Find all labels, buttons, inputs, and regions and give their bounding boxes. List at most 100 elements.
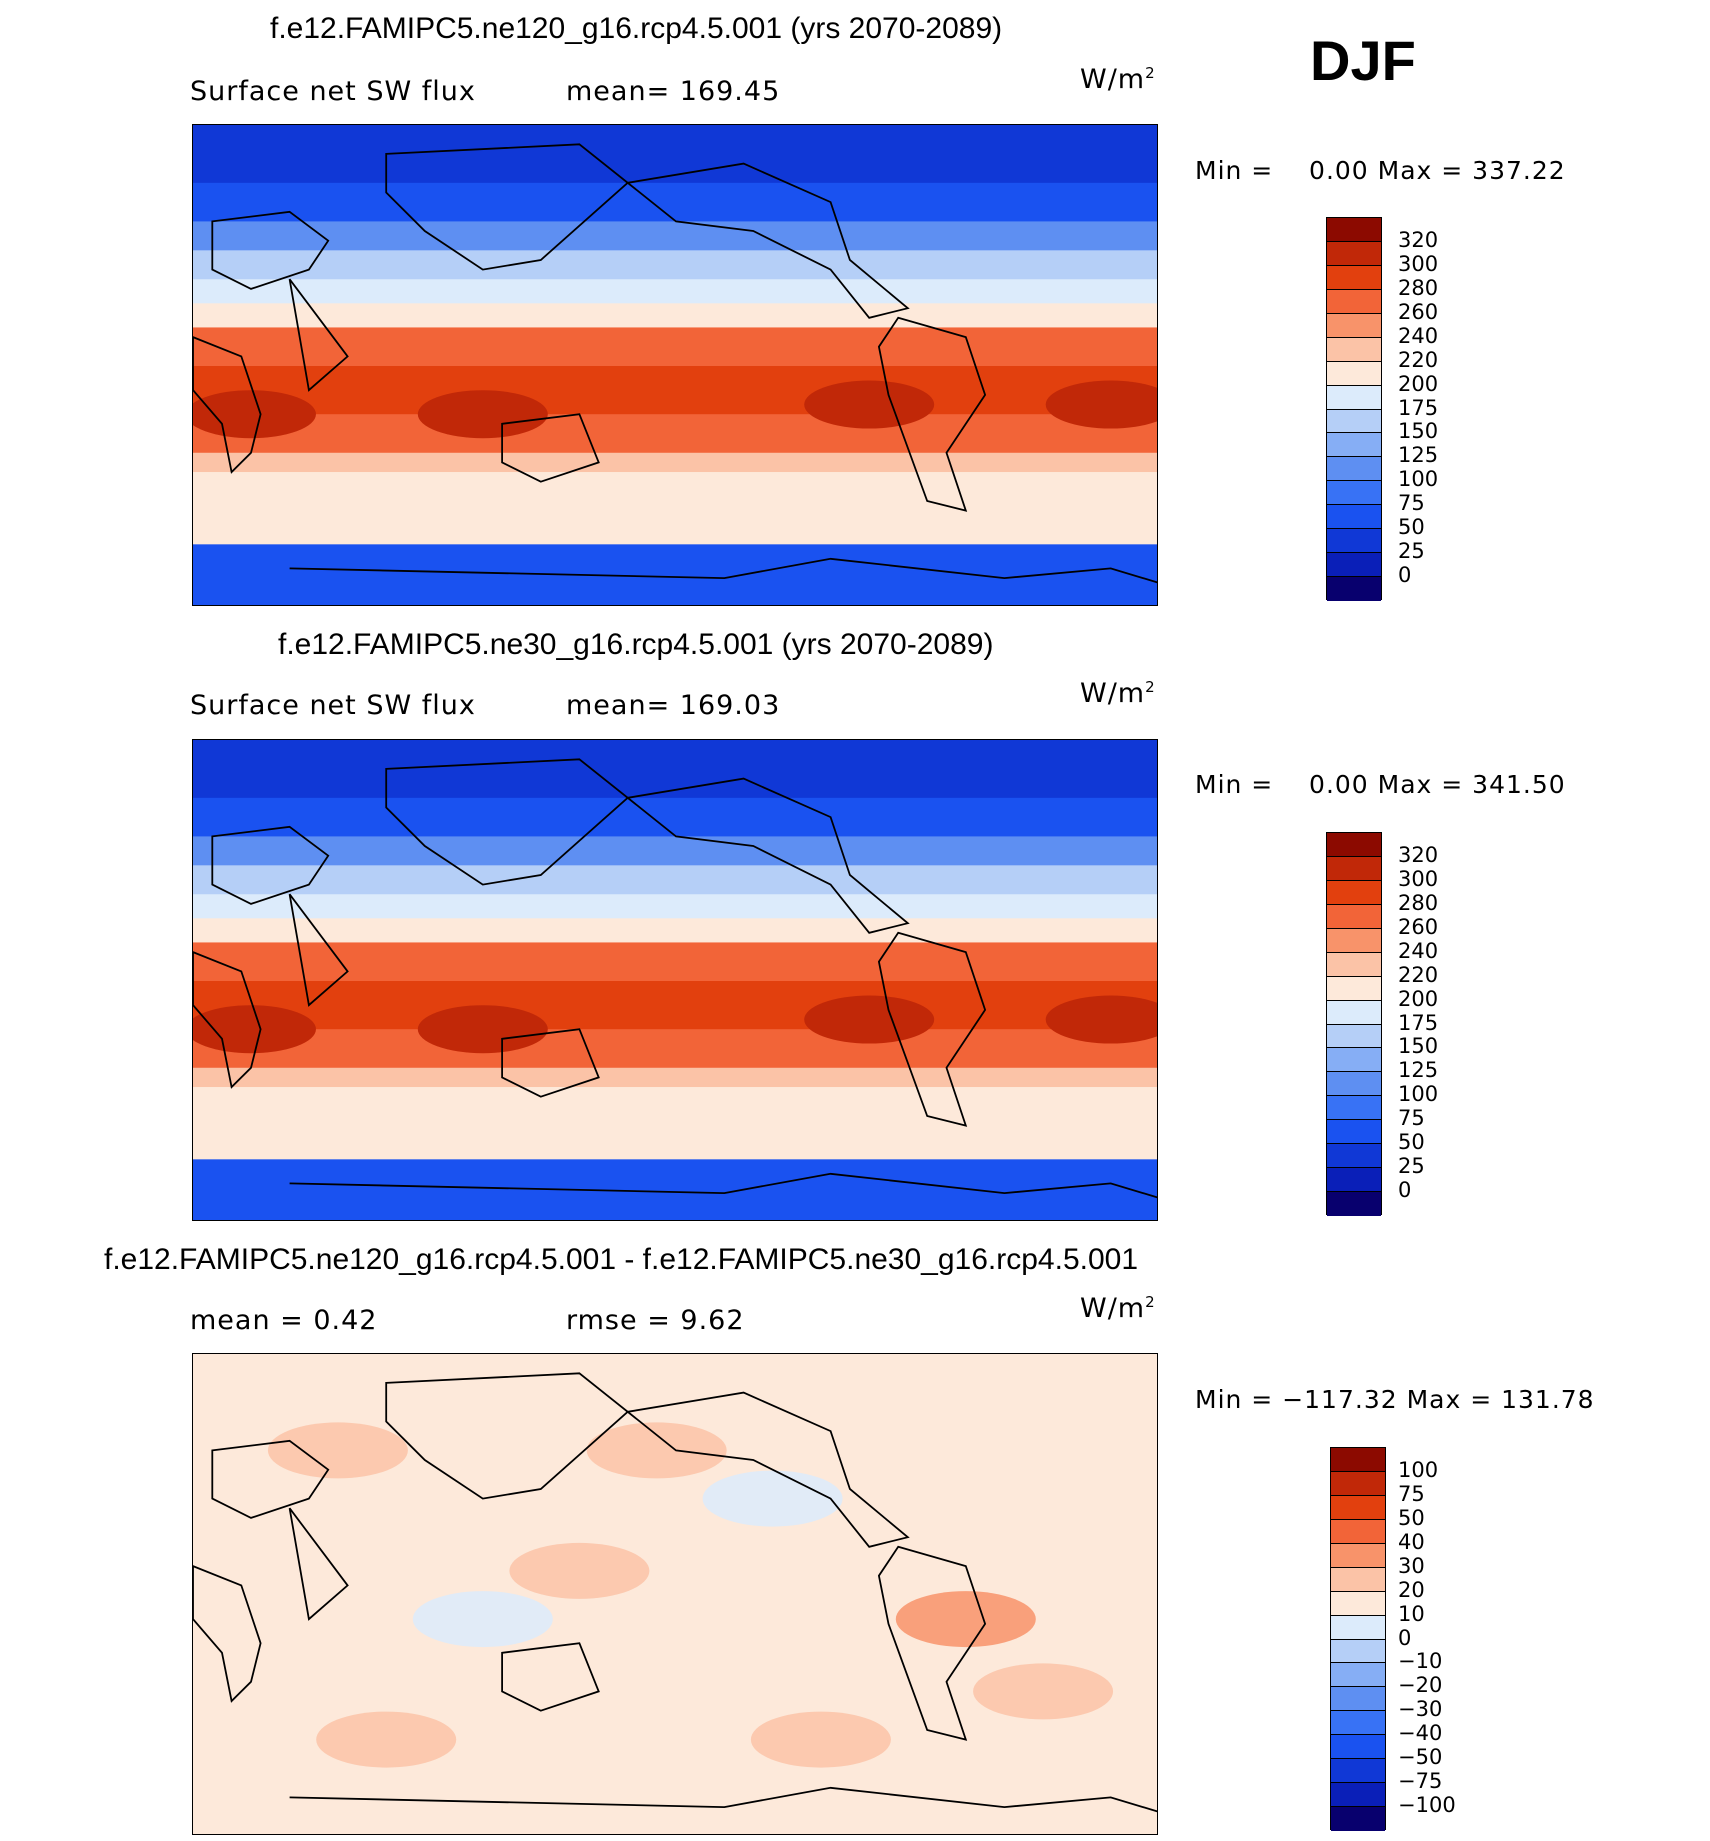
colorbar-tick-label: 40 [1398, 1529, 1425, 1554]
colorbar-segment [1327, 856, 1381, 881]
colorbar-segment [1327, 505, 1381, 530]
panel-1-mean-label: mean= 169.45 [566, 76, 781, 107]
colorbar-tick-label: 280 [1398, 890, 1439, 915]
field-patch [412, 1591, 553, 1648]
panel-2-mean-label: mean= 169.03 [566, 690, 781, 721]
colorbar-segment [1327, 313, 1381, 338]
colorbar-tick-label: 0 [1398, 563, 1412, 588]
field-band [193, 894, 1157, 920]
coastline [625, 1391, 910, 1548]
coastline [288, 1507, 349, 1621]
colorbar-tick-label: 100 [1398, 1082, 1439, 1107]
colorbar-tick-label: −10 [1398, 1649, 1443, 1674]
field-maximum [193, 390, 316, 439]
colorbar-tick-label: 260 [1398, 914, 1439, 939]
colorbar-segment [1331, 1448, 1385, 1472]
field-band [193, 740, 1157, 799]
colorbar-tick-label: 125 [1398, 443, 1439, 468]
colorbar-segment [1331, 1759, 1385, 1784]
colorbar-segment [1327, 529, 1381, 554]
coastline [385, 1372, 630, 1500]
coastline [289, 557, 1157, 584]
coastline [193, 951, 262, 1089]
colorbar-tick-label: 25 [1398, 1154, 1425, 1179]
field-patch [973, 1663, 1114, 1720]
colorbar-tick-label: 175 [1398, 1010, 1439, 1035]
field-band [193, 865, 1157, 896]
colorbar-segment [1327, 553, 1381, 578]
field-maximum [417, 1005, 548, 1054]
field-patch [895, 1591, 1036, 1648]
colorbar-tick-label: −40 [1398, 1721, 1443, 1746]
field-band [193, 279, 1157, 305]
field-patch [509, 1542, 650, 1599]
coastline [289, 1786, 1157, 1813]
colorbar-tick-label: −50 [1398, 1745, 1443, 1770]
panel-1-title: f.e12.FAMIPC5.ne120_g16.rcp4.5.001 (yrs … [270, 12, 1003, 45]
panel-3-title: f.e12.FAMIPC5.ne120_g16.rcp4.5.001 - f.e… [104, 1243, 1139, 1276]
field-band [193, 797, 1157, 838]
colorbar-segment [1327, 1048, 1381, 1073]
field-band [193, 836, 1157, 867]
panel-3-units: W/m2 [1080, 1293, 1156, 1324]
panel-2-title: f.e12.FAMIPC5.ne30_g16.rcp4.5.001 (yrs 2… [278, 628, 994, 661]
panel-2-colorbar [1326, 832, 1382, 1216]
colorbar-segment [1327, 337, 1381, 362]
field-maximum [804, 380, 935, 429]
season-label: DJF [1310, 29, 1416, 92]
field-band [193, 981, 1157, 1031]
colorbar-tick-label: 320 [1398, 842, 1439, 867]
field-band [193, 221, 1157, 252]
colorbar-tick-label: 240 [1398, 938, 1439, 963]
colorbar-tick-label: −75 [1398, 1769, 1443, 1794]
colorbar-segment [1331, 1615, 1385, 1640]
panel-1-colorbar [1326, 217, 1382, 601]
panel-1-units: W/m2 [1080, 64, 1156, 95]
colorbar-segment [1327, 577, 1381, 601]
colorbar-segment [1327, 1000, 1381, 1025]
colorbar-tick-label: 30 [1398, 1553, 1425, 1578]
colorbar-segment [1327, 1192, 1381, 1216]
colorbar-segment [1327, 928, 1381, 953]
colorbar-tick-label: −100 [1398, 1793, 1456, 1818]
panel-2-minmax: Min = 0.00 Max = 341.50 [1195, 770, 1566, 799]
field-band [193, 414, 1157, 454]
colorbar-segment [1327, 481, 1381, 506]
field-band [193, 1159, 1157, 1220]
panel-3-map [192, 1353, 1158, 1835]
colorbar-tick-label: 50 [1398, 515, 1425, 540]
colorbar-tick-label: 0 [1398, 1625, 1412, 1650]
coastline [501, 1642, 600, 1712]
panel-2-variable-label: Surface net SW flux [190, 690, 476, 721]
colorbar-segment [1327, 880, 1381, 905]
colorbar-tick-label: 200 [1398, 986, 1439, 1011]
colorbar-tick-label: 300 [1398, 866, 1439, 891]
coastline [501, 413, 600, 483]
field-band [193, 327, 1157, 367]
colorbar-segment [1327, 952, 1381, 977]
coastline [288, 278, 349, 392]
colorbar-tick-label: 240 [1398, 323, 1439, 348]
colorbar-segment [1331, 1567, 1385, 1592]
colorbar-tick-label: 75 [1398, 1106, 1425, 1131]
colorbar-segment [1331, 1711, 1385, 1736]
colorbar-segment [1331, 1735, 1385, 1760]
colorbar-segment [1331, 1543, 1385, 1568]
colorbar-segment [1327, 433, 1381, 458]
colorbar-segment [1327, 1168, 1381, 1193]
field-band [193, 452, 1157, 474]
colorbar-segment [1327, 457, 1381, 482]
colorbar-segment [1327, 218, 1381, 242]
panel-2-map [192, 739, 1158, 1221]
panel-2-units: W/m2 [1080, 678, 1156, 709]
colorbar-tick-label: 175 [1398, 395, 1439, 420]
colorbar-segment [1327, 265, 1381, 290]
field-patch [316, 1711, 457, 1768]
colorbar-tick-label: 220 [1398, 962, 1439, 987]
coastline [211, 1439, 330, 1519]
panel-3-minmax: Min = −117.32 Max = 131.78 [1195, 1385, 1595, 1414]
field-maximum [804, 995, 935, 1044]
field-band [193, 942, 1157, 982]
colorbar-tick-label: 50 [1398, 1130, 1425, 1155]
field-band [193, 1029, 1157, 1069]
